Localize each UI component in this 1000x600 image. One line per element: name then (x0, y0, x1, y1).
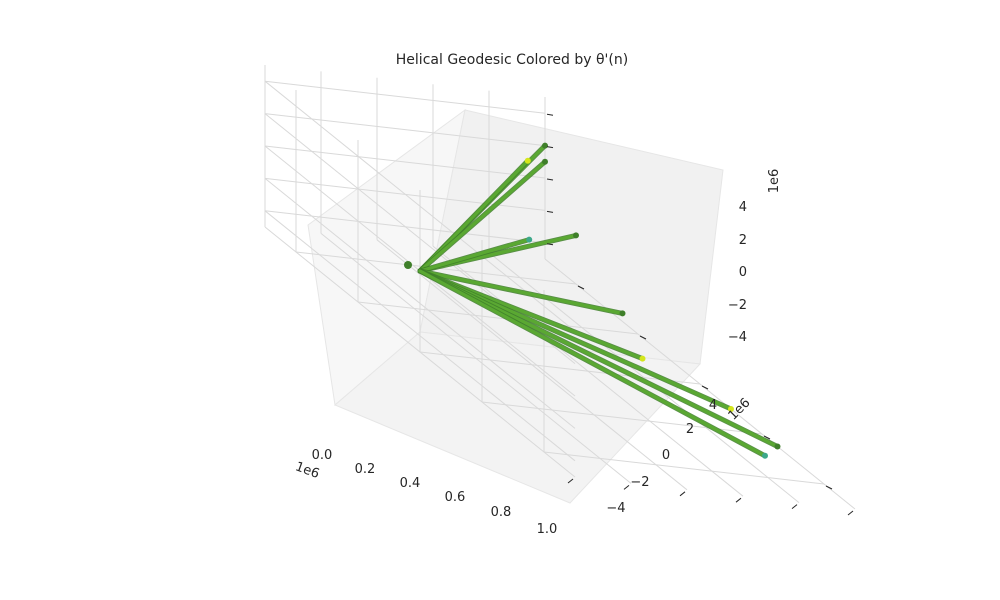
x-tick-label: 0.4 (400, 476, 421, 491)
x-tick-mark (847, 510, 854, 516)
ray-tip-point (573, 232, 579, 239)
z-tick-mark (546, 113, 554, 116)
z-tick-label: −4 (728, 330, 747, 345)
x-tick-label: 0.8 (491, 505, 512, 520)
gridline (264, 80, 546, 114)
z-tick-mark (546, 178, 554, 181)
origin-point (404, 261, 412, 269)
geodesic-ray (418, 160, 547, 273)
x-tick-mark (623, 485, 630, 490)
ray-tip-point (542, 158, 548, 165)
y-tick-mark (701, 385, 709, 390)
x-tick-mark (791, 504, 798, 509)
y-offset-label: 1e6 (726, 396, 754, 424)
y-tick-label: 0 (662, 448, 670, 463)
z-tick-label: 2 (739, 233, 747, 248)
z-tick-label: 0 (739, 265, 747, 280)
y-tick-mark (825, 485, 833, 490)
x-tick-label: 0.0 (312, 448, 333, 463)
y-tick-mark (577, 285, 585, 290)
y-tick-mark (763, 435, 771, 440)
z-axis: 4 2 0 −2 −4 1e6 (728, 169, 782, 345)
tick-marks (546, 113, 854, 516)
y-tick-mark (639, 335, 647, 340)
x-tick-label: 0.2 (355, 462, 376, 477)
geodesic-ray (418, 269, 625, 315)
gridline (543, 451, 825, 485)
x-tick-mark (567, 478, 574, 484)
x-tick-label: 0.6 (445, 490, 466, 505)
x-tick-label: 1.0 (537, 522, 558, 537)
z-tick-label: 4 (739, 200, 747, 215)
ray-tip-point (524, 157, 531, 164)
ray-tip-point (728, 406, 734, 412)
ray-tip-point (526, 236, 533, 243)
z-tick-label: −2 (728, 298, 747, 313)
z-offset-label: 1e6 (767, 169, 782, 194)
z-tick-mark (546, 210, 554, 213)
gridline (264, 80, 576, 332)
ray-tip-point (774, 443, 781, 450)
y-tick-label: −4 (606, 501, 625, 516)
x-tick-mark (735, 497, 742, 503)
gridline (264, 210, 576, 462)
gridlines (264, 65, 856, 510)
x-tick-mark (679, 491, 686, 497)
geodesic-rays (404, 142, 781, 459)
geodesic-ray (418, 269, 767, 458)
ray-tip-point (639, 355, 646, 362)
ray-tip-point (542, 142, 548, 149)
chart-title: Helical Geodesic Colored by θ'(n) (396, 52, 628, 68)
ray-tip-point (762, 452, 768, 459)
gridline (419, 351, 701, 385)
gridline (264, 178, 576, 429)
y-tick-label: 2 (686, 422, 694, 437)
z-tick-mark (546, 243, 554, 246)
gridline (357, 301, 639, 335)
y-tick-label: 4 (709, 398, 717, 413)
z-tick-mark (546, 146, 554, 149)
ray-tip-point (619, 310, 626, 317)
geodesic-ray (418, 238, 531, 273)
y-tick-label: −2 (630, 475, 649, 490)
